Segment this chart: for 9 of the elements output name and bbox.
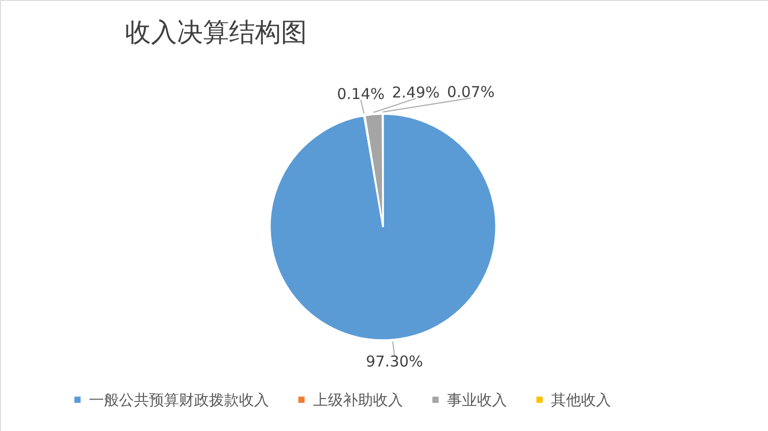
- legend-label: 一般公共预算财政拨款收入: [89, 390, 269, 409]
- legend-label: 上级补助收入: [313, 390, 403, 409]
- data-label: 0.14%: [336, 84, 385, 103]
- data-label: 0.07%: [446, 83, 495, 101]
- legend-label: 其他收入: [551, 390, 611, 409]
- legend-label: 事业收入: [447, 390, 507, 409]
- data-label: 97.30%: [366, 352, 424, 371]
- data-label: 2.49%: [392, 83, 440, 102]
- chart-title: 收入决算结构图: [125, 18, 307, 48]
